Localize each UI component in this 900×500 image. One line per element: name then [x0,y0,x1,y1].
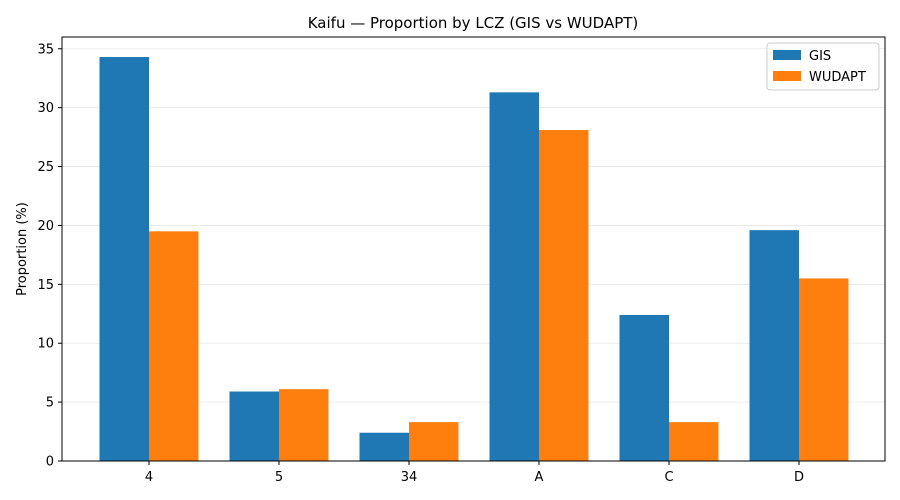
y-tick-label: 30 [37,101,54,116]
legend-swatch-wudapt [773,71,801,81]
gridlines [62,48,885,462]
x-tick-label: A [535,470,544,485]
y-tick-label: 20 [37,219,54,234]
bar-gis-34 [359,432,409,461]
legend-label-wudapt: WUDAPT [809,70,866,85]
y-tick-label: 25 [37,160,54,175]
x-tick-label: 5 [275,470,283,485]
legend: GIS WUDAPT [766,42,880,91]
x-tick-label: 34 [401,470,418,485]
x-tick-label: C [664,470,673,485]
bar-gis-D [749,230,799,461]
y-axis-title: Proportion (%) [15,202,30,296]
legend-swatch-gis [773,50,801,60]
bar-wudapt-34 [409,422,459,461]
y-axis-ticks: 0 5 10 15 20 25 30 35 [37,42,62,470]
x-tick-label: 4 [145,470,153,485]
y-tick-label: 5 [46,396,54,411]
bar-gis-C [619,314,669,461]
bar-wudapt-4 [149,231,199,461]
bar-gis-5 [229,391,279,461]
bars [99,57,849,462]
y-tick-label: 10 [37,337,54,352]
plot-frame [61,36,886,462]
bar-wudapt-5 [279,389,329,461]
bar-gis-A [489,92,539,461]
y-tick-label: 15 [37,278,54,293]
chart-title: Kaifu — Proportion by LCZ (GIS vs WUDAPT… [308,14,639,32]
y-tick-label: 0 [46,455,54,470]
y-tick-label: 35 [37,42,54,57]
bar-gis-4 [99,57,149,462]
bar-wudapt-A [539,130,589,462]
x-axis-ticks: 4 5 34 A C D [145,461,804,485]
axes [61,36,886,462]
x-tick-label: D [794,470,804,485]
bar-wudapt-C [669,422,719,461]
bar-wudapt-D [799,278,849,461]
legend-label-gis: GIS [809,49,831,64]
